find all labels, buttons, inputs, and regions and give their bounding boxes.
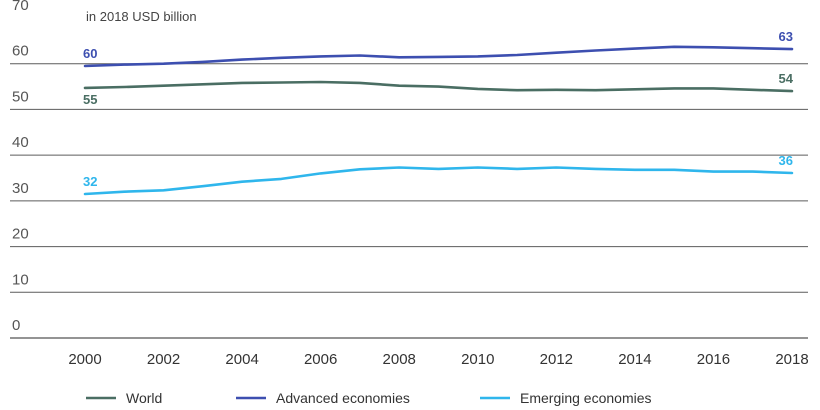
x-axis-ticks: 2000 2002 2004 2006 2008 2010 2012 2014 2016 2018 (68, 351, 808, 368)
x-tick-label-2000: 2000 (68, 351, 101, 368)
x-tick-label-2012: 2012 (540, 351, 573, 368)
legend: World Advanced economies Emerging economie… (86, 390, 652, 406)
x-tick-label-2008: 2008 (383, 351, 416, 368)
y-tick-label-10: 10 (12, 271, 29, 288)
x-tick-label-2014: 2014 (618, 351, 651, 368)
data-label-end-emerging-economies: 36 (779, 153, 793, 168)
y-tick-label-20: 20 (12, 226, 29, 243)
x-tick-label-2004: 2004 (225, 351, 258, 368)
series-line-world (83, 80, 794, 93)
data-labels: 55 54 60 63 32 36 (83, 29, 794, 189)
x-tick-label-2002: 2002 (147, 351, 180, 368)
y-axis-ticks: 0 10 20 30 40 50 60 70 (12, 0, 29, 334)
unit-note: in 2018 USD billion (86, 9, 197, 24)
x-tick-label-2018: 2018 (775, 351, 808, 368)
x-tick-label-2006: 2006 (304, 351, 337, 368)
y-tick-label-30: 30 (12, 180, 29, 197)
series-line-advanced-economies (83, 45, 794, 68)
gridlines (10, 63, 808, 339)
y-tick-label-50: 50 (12, 88, 29, 105)
series-line-emerging-economies (83, 166, 794, 196)
y-tick-label-70: 70 (12, 0, 29, 14)
data-label-start-world: 55 (83, 92, 97, 107)
legend-label-advanced-economies: Advanced economies (276, 390, 410, 406)
data-label-start-advanced-economies: 60 (83, 46, 97, 61)
legend-label-world: World (126, 390, 162, 406)
x-tick-label-2010: 2010 (461, 351, 494, 368)
y-tick-label-60: 60 (12, 43, 29, 60)
y-tick-label-40: 40 (12, 134, 29, 151)
x-tick-label-2016: 2016 (697, 351, 730, 368)
series-lines (83, 45, 794, 196)
y-tick-label-0: 0 (12, 317, 20, 334)
data-label-end-advanced-economies: 63 (779, 29, 793, 44)
legend-label-emerging-economies: Emerging economies (520, 390, 652, 406)
data-label-end-world: 54 (779, 71, 794, 86)
data-label-start-emerging-economies: 32 (83, 174, 97, 189)
